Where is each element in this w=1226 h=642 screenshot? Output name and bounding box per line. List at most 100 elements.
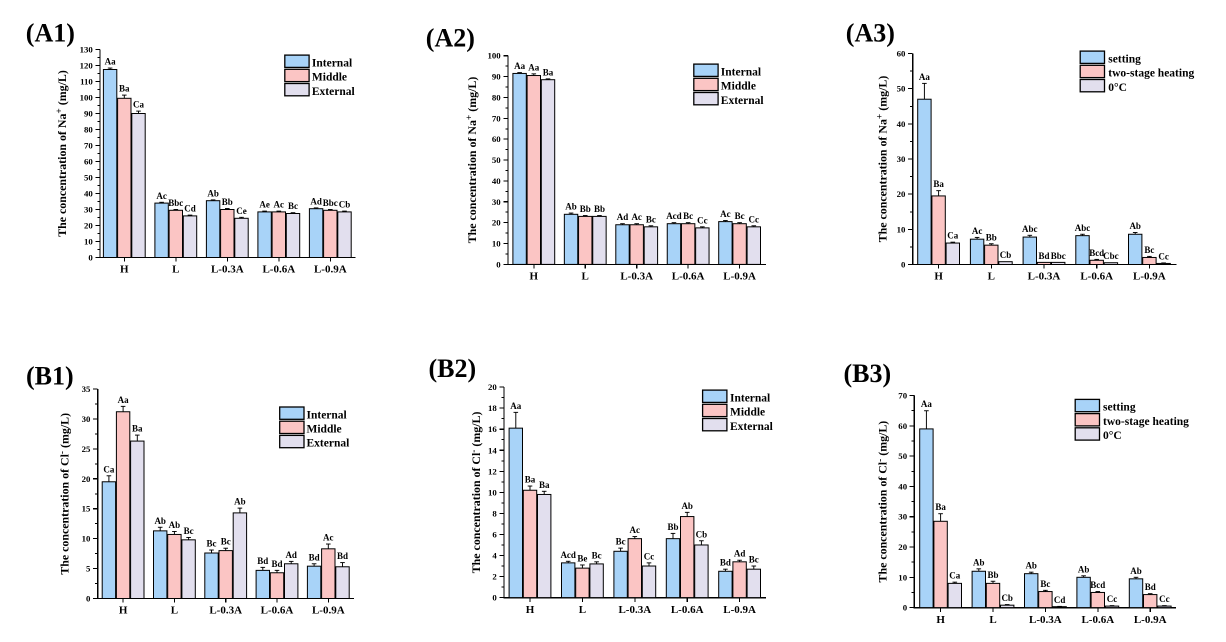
svg-text:40: 40 (84, 189, 93, 199)
svg-text:0°C: 0°C (1103, 430, 1122, 442)
svg-text:Ab: Ab (681, 501, 693, 511)
svg-text:L: L (989, 614, 996, 626)
svg-text:70: 70 (898, 391, 907, 401)
svg-text:30: 30 (84, 205, 93, 215)
svg-text:35: 35 (82, 384, 91, 394)
svg-text:L-0.9A: L-0.9A (1133, 271, 1166, 283)
svg-text:Middle: Middle (730, 407, 765, 419)
svg-text:20: 20 (82, 474, 91, 484)
svg-text:Bc: Bc (184, 526, 194, 536)
svg-text:Internal: Internal (307, 409, 347, 421)
svg-text:8: 8 (492, 508, 497, 518)
svg-text:16: 16 (488, 424, 497, 434)
svg-text:100: 100 (80, 93, 94, 103)
svg-text:Middle: Middle (307, 424, 342, 436)
svg-text:The concentration of Na+ (mg/L: The concentration of Na+ (mg/L) (465, 77, 479, 244)
svg-text:Ad: Ad (310, 196, 322, 206)
svg-text:14: 14 (488, 445, 497, 455)
svg-text:0: 0 (86, 594, 91, 604)
svg-text:18: 18 (488, 403, 497, 413)
svg-text:The concentration of Na+ (mg/L: The concentration of Na+ (mg/L) (876, 76, 890, 243)
svg-text:30: 30 (492, 197, 501, 207)
svg-text:The concentration of Cl- (mg/L: The concentration of Cl- (mg/L) (469, 412, 483, 574)
svg-text:Abc: Abc (1022, 224, 1038, 234)
svg-text:Cbc: Cbc (1103, 251, 1119, 261)
svg-text:Aa: Aa (510, 401, 521, 411)
svg-text:Bd: Bd (271, 559, 282, 569)
svg-text:setting: setting (1103, 402, 1136, 414)
svg-text:L-0.3A: L-0.3A (211, 264, 244, 276)
svg-text:25: 25 (82, 444, 91, 454)
svg-text:Ad: Ad (734, 549, 746, 559)
svg-text:Ab: Ab (207, 188, 219, 198)
svg-text:L-0.6A: L-0.6A (1080, 271, 1113, 283)
svg-text:L: L (582, 271, 589, 283)
svg-text:Cb: Cb (696, 529, 708, 539)
svg-text:(A1): (A1) (26, 19, 75, 48)
svg-text:Cc: Cc (697, 215, 708, 225)
svg-text:60: 60 (898, 421, 907, 431)
svg-text:90: 90 (492, 72, 501, 82)
svg-text:(B2): (B2) (429, 354, 477, 383)
svg-text:Ae: Ae (259, 200, 270, 210)
svg-text:0: 0 (496, 259, 501, 269)
svg-text:Bbc: Bbc (323, 198, 338, 208)
svg-text:10: 10 (492, 239, 501, 249)
svg-text:60: 60 (84, 157, 93, 167)
svg-text:setting: setting (1108, 53, 1141, 65)
svg-text:130: 130 (80, 45, 94, 55)
svg-text:Ca: Ca (133, 100, 144, 110)
svg-text:L-0.3A: L-0.3A (1029, 614, 1062, 626)
svg-text:Cc: Cc (1159, 594, 1170, 604)
svg-text:Ba: Ba (933, 179, 944, 189)
svg-text:H: H (936, 614, 945, 626)
svg-text:Cc: Cc (749, 214, 760, 224)
svg-text:20: 20 (488, 382, 497, 392)
svg-text:Acd: Acd (666, 211, 682, 221)
svg-text:L: L (171, 605, 178, 617)
svg-text:Bc: Bc (221, 537, 231, 547)
svg-text:Ce: Ce (236, 206, 247, 216)
svg-text:Cd: Cd (1054, 595, 1066, 605)
svg-text:Ac: Ac (156, 191, 167, 201)
svg-text:Ac: Ac (274, 200, 285, 210)
svg-text:0: 0 (88, 253, 93, 263)
svg-text:6: 6 (492, 529, 497, 539)
svg-text:30: 30 (897, 154, 906, 164)
svg-text:External: External (307, 438, 350, 450)
svg-text:50: 50 (898, 451, 907, 461)
svg-text:L-0.6A: L-0.6A (1081, 614, 1114, 626)
svg-text:two-stage heating: two-stage heating (1103, 416, 1189, 428)
svg-text:Bc: Bc (1040, 579, 1050, 589)
svg-text:L: L (579, 604, 586, 616)
svg-text:L-0.6A: L-0.6A (671, 604, 704, 616)
svg-text:Ab: Ab (973, 557, 985, 567)
svg-text:L-0.9A: L-0.9A (723, 604, 756, 616)
svg-text:0°C: 0°C (1108, 82, 1127, 94)
svg-text:Bc: Bc (735, 211, 745, 221)
svg-text:40: 40 (898, 481, 907, 491)
svg-text:60: 60 (492, 134, 501, 144)
svg-text:External: External (721, 95, 764, 107)
svg-text:Acd: Acd (560, 550, 576, 560)
svg-text:L-0.3A: L-0.3A (1028, 271, 1061, 283)
svg-text:L-0.9A: L-0.9A (723, 271, 756, 283)
svg-text:20: 20 (898, 542, 907, 552)
svg-text:20: 20 (897, 189, 906, 199)
svg-text:50: 50 (84, 173, 93, 183)
svg-text:(B1): (B1) (26, 362, 74, 391)
svg-text:Cc: Cc (1107, 594, 1118, 604)
svg-text:Ab: Ab (1025, 561, 1037, 571)
svg-text:H: H (530, 271, 539, 283)
svg-text:Internal: Internal (721, 66, 761, 78)
svg-text:L-0.6A: L-0.6A (261, 605, 294, 617)
svg-text:70: 70 (492, 113, 501, 123)
svg-text:Bb: Bb (594, 204, 605, 214)
svg-text:Abc: Abc (1075, 223, 1091, 233)
svg-text:Cb: Cb (1001, 593, 1013, 603)
svg-text:Aa: Aa (105, 57, 116, 67)
svg-text:Ba: Ba (935, 502, 946, 512)
svg-text:80: 80 (84, 125, 93, 135)
svg-text:Bd: Bd (337, 551, 348, 561)
svg-text:Cd: Cd (184, 204, 196, 214)
